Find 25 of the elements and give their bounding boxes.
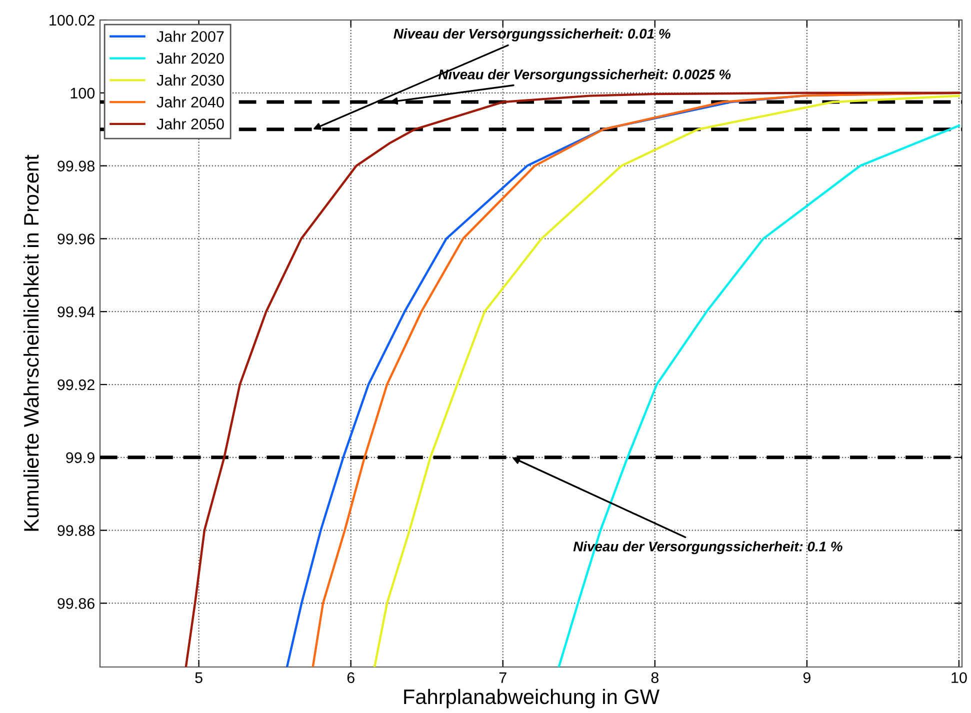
x-tick-label: 5 [195,672,202,684]
x-tick-label: 6 [347,672,354,684]
x-axis-title: Fahrplanabweichung in GW [404,688,660,708]
annotation: Niveau der Versorgungssicherheit: 0.0025 % [438,69,731,82]
y-axis-title: Kumulierte Wahrscheinlichkeit in Prozent [23,154,39,531]
y-tick-label: 99.88 [58,525,94,536]
x-tick-label: 8 [651,672,658,684]
y-tick-label: 99.98 [58,160,94,172]
y-tick-label: 99.86 [58,598,94,609]
y-tick-label: 99.96 [58,234,94,244]
y-tick-label: 100 [70,88,95,99]
legend-label: Jahr 2007 [156,30,224,42]
legend-label: Jahr 2050 [156,118,224,130]
legend-label: Jahr 2040 [156,96,224,108]
x-tick-label: 9 [803,672,810,684]
x-tick-label: 10 [952,672,967,684]
y-tick-label: 99.94 [58,306,95,318]
x-tick-label: 7 [499,672,506,683]
legend-label: Jahr 2020 [156,52,224,64]
y-tick-label: 99.9 [66,452,94,464]
line-series [558,124,960,667]
y-tick-label: 99.92 [58,379,94,390]
y-tick-label: 100.02 [50,14,94,26]
legend-label: Jahr 2030 [156,74,224,86]
annotation: Niveau der Versorgungssicherheit: 0.01 % [394,28,670,42]
